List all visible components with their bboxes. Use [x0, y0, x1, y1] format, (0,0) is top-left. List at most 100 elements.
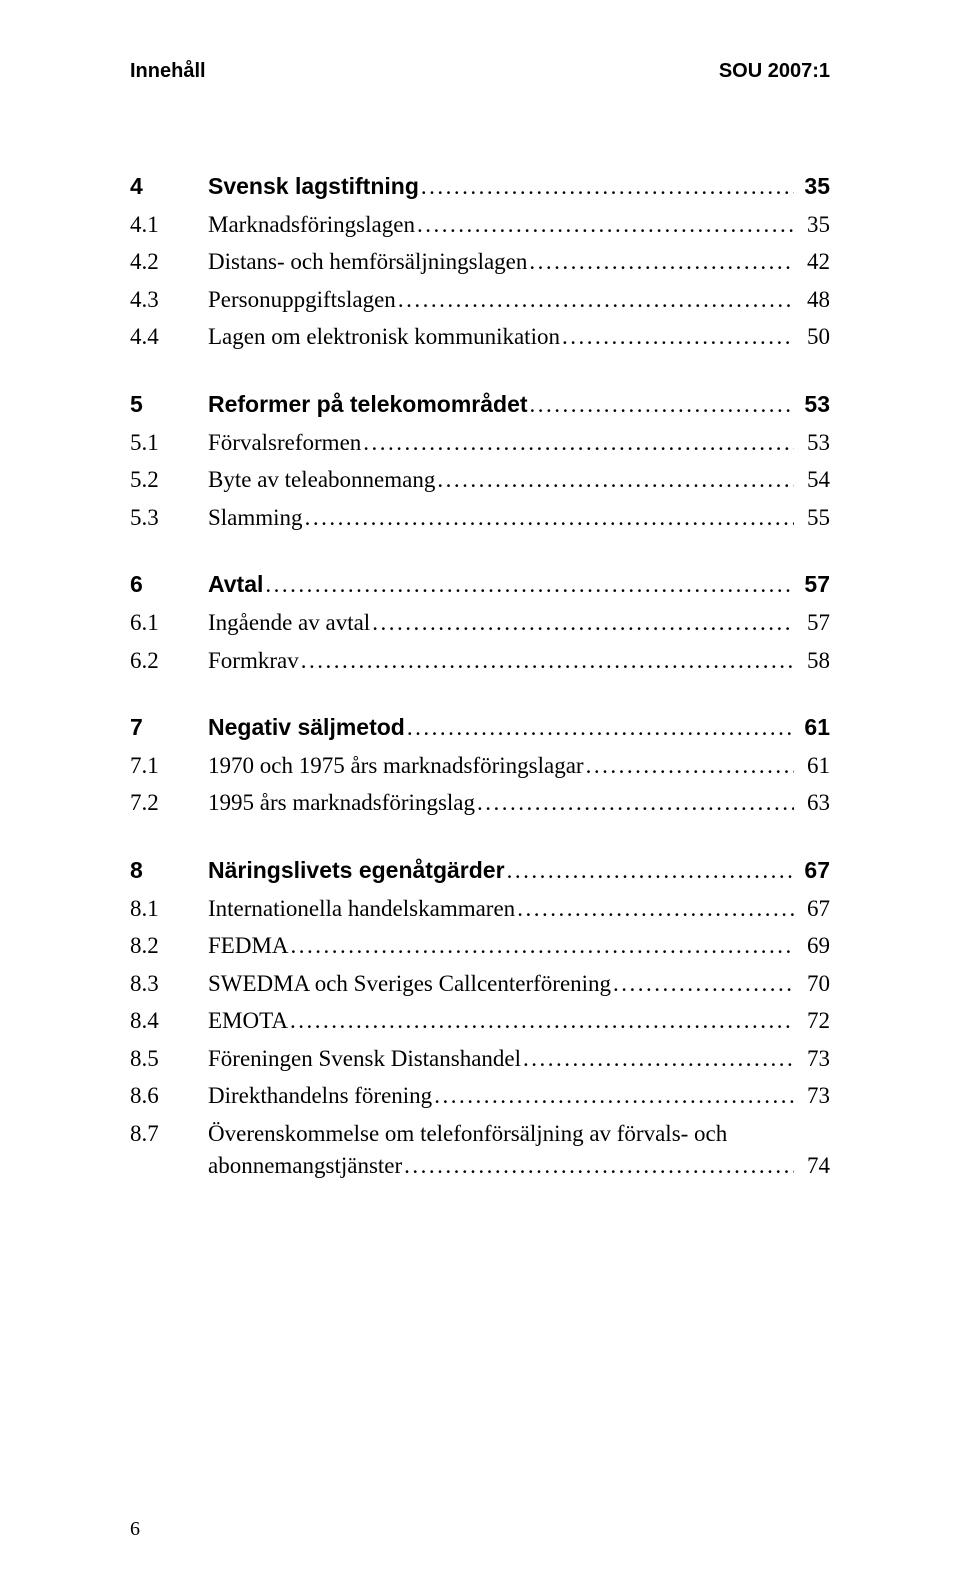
toc-leader [434, 1082, 794, 1110]
toc-leader [291, 932, 794, 960]
header-left: Innehåll [130, 60, 206, 83]
toc-item: 5.1 Förvalsreformen 53 [130, 429, 830, 457]
toc-leader [372, 609, 794, 637]
toc-leader [529, 248, 794, 276]
toc-leader [523, 1045, 794, 1073]
toc-item: 7.2 1995 års marknadsföringslag 63 [130, 789, 830, 817]
toc-title: Avtal [208, 571, 263, 599]
toc-num: 5.2 [130, 466, 208, 494]
toc-title: 1970 och 1975 års marknadsföringslagar [208, 752, 584, 780]
toc-page: 35 [796, 211, 830, 239]
toc-leader [398, 286, 794, 314]
toc-item: 8.3 SWEDMA och Sveriges Callcenterföreni… [130, 970, 830, 998]
toc-num: 6.1 [130, 609, 208, 637]
toc-title: Marknadsföringslagen [208, 211, 415, 239]
toc-leader [265, 571, 794, 599]
toc-num: 4.2 [130, 248, 208, 276]
toc-section: 7 Negativ säljmetod 61 [130, 714, 830, 742]
toc-page: 73 [796, 1045, 830, 1073]
toc-title: SWEDMA och Sveriges Callcenterförening [208, 970, 611, 998]
document-page: Innehåll SOU 2007:1 4 Svensk lagstiftnin… [0, 0, 960, 1595]
toc-page: 67 [796, 857, 830, 885]
toc-page: 54 [796, 466, 830, 494]
toc-num: 5 [130, 391, 208, 419]
toc-title: 1995 års marknadsföringslag [208, 789, 475, 817]
toc-leader [407, 714, 794, 742]
toc-leader [290, 1007, 794, 1035]
toc-num: 8.1 [130, 895, 208, 923]
toc-item: 8.7 Överenskommelse om telefonförsäljnin… [130, 1120, 830, 1148]
toc-num: 8.5 [130, 1045, 208, 1073]
section-gap [130, 541, 830, 571]
header-right: SOU 2007:1 [719, 60, 830, 83]
section-gap [130, 684, 830, 714]
toc-num: 4 [130, 173, 208, 201]
toc-leader [477, 789, 794, 817]
toc-num: 5.3 [130, 504, 208, 532]
toc-section: 6 Avtal 57 [130, 571, 830, 599]
toc-leader [507, 857, 794, 885]
toc-title: Överenskommelse om telefonförsäljning av… [208, 1120, 727, 1148]
toc-item: 8.5 Föreningen Svensk Distanshandel 73 [130, 1045, 830, 1073]
toc-page: 55 [796, 504, 830, 532]
toc-item: 7.1 1970 och 1975 års marknadsföringslag… [130, 752, 830, 780]
toc-leader [562, 323, 794, 351]
toc-section: 4 Svensk lagstiftning 35 [130, 173, 830, 201]
toc-item: 4.2 Distans- och hemförsäljningslagen 42 [130, 248, 830, 276]
toc-page: 48 [796, 286, 830, 314]
toc-title: Näringslivets egenåtgärder [208, 857, 505, 885]
section-gap [130, 827, 830, 857]
toc-num: 8.7 [130, 1120, 208, 1148]
toc-item: 5.3 Slamming 55 [130, 504, 830, 532]
toc-page: 69 [796, 932, 830, 960]
toc-leader [363, 429, 794, 457]
toc-num: 7 [130, 714, 208, 742]
toc-leader [517, 895, 794, 923]
toc-page: 63 [796, 789, 830, 817]
toc-leader [421, 173, 794, 201]
toc-title: Reformer på telekomområdet [208, 391, 528, 419]
toc-num: 4.1 [130, 211, 208, 239]
page-number: 6 [130, 1518, 140, 1541]
toc-title: Slamming [208, 504, 303, 532]
toc-title: Distans- och hemförsäljningslagen [208, 248, 527, 276]
toc-page: 61 [796, 752, 830, 780]
toc-page: 73 [796, 1082, 830, 1110]
toc-section: 5 Reformer på telekomområdet 53 [130, 391, 830, 419]
toc-num: 4.4 [130, 323, 208, 351]
toc-item: 5.2 Byte av teleabonnemang 54 [130, 466, 830, 494]
toc-item: 4.4 Lagen om elektronisk kommunikation 5… [130, 323, 830, 351]
toc-section: 8 Näringslivets egenåtgärder 67 [130, 857, 830, 885]
toc-page: 50 [796, 323, 830, 351]
toc-title: Ingående av avtal [208, 609, 370, 637]
toc-page: 57 [796, 571, 830, 599]
toc-num: 5.1 [130, 429, 208, 457]
toc-num: 4.3 [130, 286, 208, 314]
toc-page: 58 [796, 647, 830, 675]
toc-num: 6 [130, 571, 208, 599]
page-header: Innehåll SOU 2007:1 [130, 60, 830, 83]
toc-page: 67 [796, 895, 830, 923]
toc-leader [586, 752, 794, 780]
toc-leader [613, 970, 794, 998]
toc-leader [530, 391, 794, 419]
toc-title: Förvalsreformen [208, 429, 361, 457]
toc-title: Lagen om elektronisk kommunikation [208, 323, 560, 351]
toc-page: 72 [796, 1007, 830, 1035]
toc-title: Negativ säljmetod [208, 714, 405, 742]
toc-num: 6.2 [130, 647, 208, 675]
toc-page: 53 [796, 391, 830, 419]
toc-leader [301, 647, 794, 675]
toc-item: 8.1 Internationella handelskammaren 67 [130, 895, 830, 923]
toc-item: 8.6 Direkthandelns förening 73 [130, 1082, 830, 1110]
toc-item: 8.2 FEDMA 69 [130, 932, 830, 960]
toc-title: Personuppgiftslagen [208, 286, 396, 314]
toc-item-continuation: abonnemangstjänster 74 [130, 1152, 830, 1180]
toc-page: 74 [796, 1152, 830, 1180]
toc-leader [404, 1152, 794, 1180]
toc-page: 70 [796, 970, 830, 998]
section-gap [130, 361, 830, 391]
toc-num: 8.4 [130, 1007, 208, 1035]
toc-leader [305, 504, 794, 532]
toc-title: Internationella handelskammaren [208, 895, 515, 923]
